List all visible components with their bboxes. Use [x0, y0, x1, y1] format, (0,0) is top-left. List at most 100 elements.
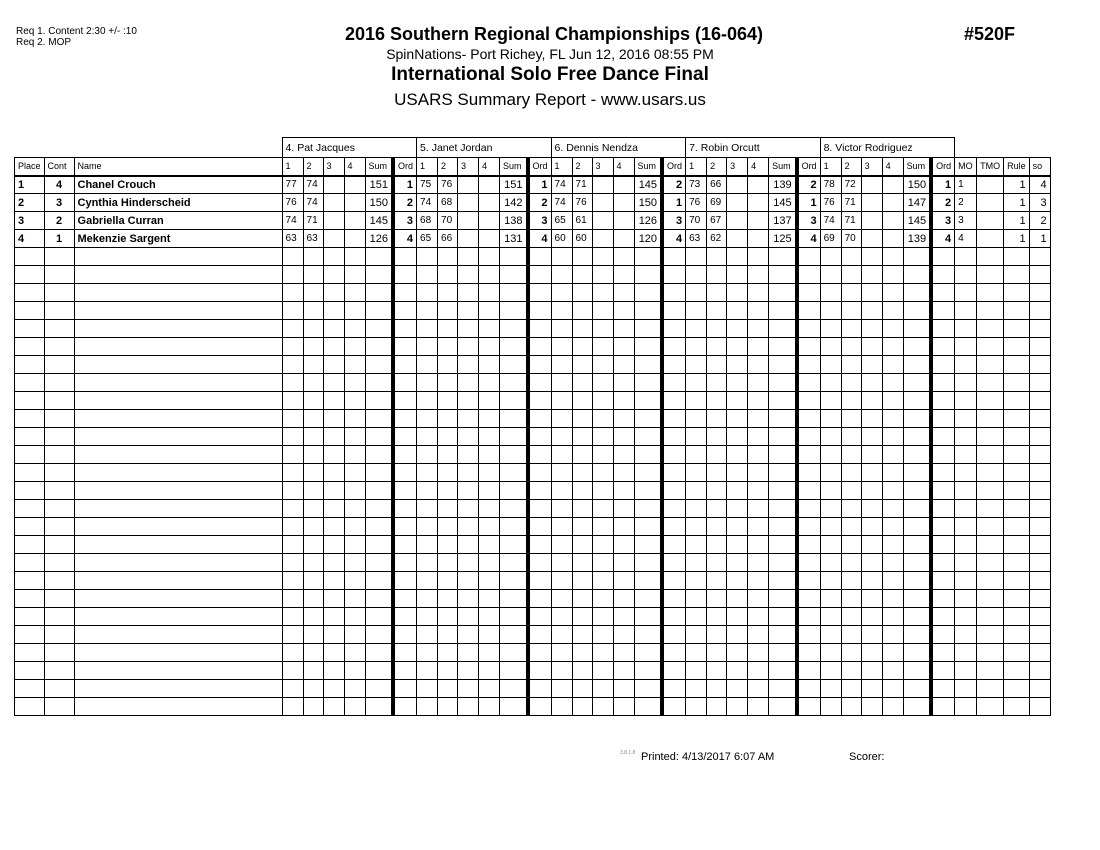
- score-4-cell: [747, 283, 770, 302]
- score-3-cell: [726, 571, 749, 590]
- score-1-cell: [819, 319, 842, 338]
- score-3-cell: [860, 175, 883, 194]
- score-4-cell: [343, 319, 366, 338]
- score-3-cell: [591, 607, 614, 626]
- score-2-cell: [302, 463, 324, 482]
- sum-cell: [902, 319, 932, 338]
- score-4-cell: [478, 661, 501, 680]
- sum-cell: [633, 355, 663, 374]
- score-1-cell: 74: [550, 175, 573, 194]
- score-1-cell: [416, 427, 439, 446]
- score-3-cell: [726, 679, 749, 698]
- score-4-cell: [612, 211, 635, 230]
- col-judge-ord: Ord: [525, 157, 552, 176]
- score-3-cell: [322, 193, 345, 212]
- score-4-cell: [881, 391, 904, 410]
- score-3-cell: [726, 625, 749, 644]
- sum-cell: [364, 445, 394, 464]
- tmo-cell: [976, 643, 1005, 662]
- score-3-cell: [322, 391, 345, 410]
- mo-cell: 4: [954, 229, 978, 248]
- sum-cell: [768, 445, 798, 464]
- score-3-cell: [726, 391, 749, 410]
- score-3-cell: [726, 607, 749, 626]
- place-cell: [14, 499, 45, 518]
- score-1-cell: 78: [819, 175, 842, 194]
- score-3-cell: [726, 535, 749, 554]
- col-judge-1: 1: [550, 157, 573, 176]
- ord-cell: [794, 679, 821, 698]
- score-3-cell: [726, 175, 749, 194]
- score-2-cell: [840, 589, 862, 608]
- score-2-cell: [437, 643, 459, 662]
- sum-cell: [902, 247, 932, 266]
- col-rule: Rule: [1003, 157, 1030, 176]
- score-2-cell: [840, 517, 862, 536]
- score-2-cell: [437, 373, 459, 392]
- score-4-cell: [478, 211, 501, 230]
- score-2-cell: [437, 625, 459, 644]
- score-4-cell: [343, 463, 366, 482]
- score-1-cell: [685, 553, 708, 572]
- score-4-cell: [747, 355, 770, 374]
- score-4-cell: [612, 643, 635, 662]
- score-3-cell: [591, 571, 614, 590]
- sum-cell: [499, 265, 529, 284]
- empty-row: [14, 679, 1051, 698]
- score-3-cell: [726, 247, 749, 266]
- score-3-cell: [591, 355, 614, 374]
- score-3-cell: [322, 463, 345, 482]
- score-3-cell: [322, 229, 345, 248]
- sum-cell: [364, 319, 394, 338]
- score-4-cell: [612, 301, 635, 320]
- score-2-cell: [571, 679, 593, 698]
- ord-cell: [794, 697, 821, 716]
- score-4-cell: [747, 373, 770, 392]
- summary-table: 4. Pat Jacques 5. Janet Jordan 6. Dennis N…: [14, 137, 1051, 716]
- score-1-cell: [416, 553, 439, 572]
- sum-cell: [768, 697, 798, 716]
- sum-cell: [902, 445, 932, 464]
- score-3-cell: [322, 607, 345, 626]
- score-4-cell: [881, 463, 904, 482]
- ord-cell: 4: [794, 229, 821, 248]
- tmo-cell: [976, 409, 1005, 428]
- score-3-cell: [591, 697, 614, 716]
- score-2-cell: [706, 697, 728, 716]
- sum-cell: [499, 355, 529, 374]
- score-2-cell: [706, 409, 728, 428]
- score-1-cell: 76: [819, 193, 842, 212]
- score-1-cell: [819, 697, 842, 716]
- score-4-cell: [747, 679, 770, 698]
- score-3-cell: [322, 175, 345, 194]
- score-4-cell: [343, 607, 366, 626]
- score-2-cell: [302, 535, 324, 554]
- ord-cell: [794, 589, 821, 608]
- col-judge-sum: Sum: [633, 157, 663, 176]
- ord-cell: 2: [525, 193, 552, 212]
- score-1-cell: [685, 499, 708, 518]
- score-1-cell: 74: [281, 211, 304, 230]
- rule-cell: [1003, 643, 1030, 662]
- score-2-cell: [302, 301, 324, 320]
- sum-cell: [499, 589, 529, 608]
- requirement-2: Req 2. MOP: [16, 37, 72, 48]
- score-4-cell: [881, 589, 904, 608]
- ord-cell: [391, 463, 418, 482]
- mo-cell: [954, 373, 978, 392]
- score-4-cell: [881, 697, 904, 716]
- score-4-cell: [612, 481, 635, 500]
- empty-row: [14, 337, 1051, 356]
- score-2-cell: [302, 661, 324, 680]
- mo-cell: [954, 319, 978, 338]
- ord-cell: [794, 373, 821, 392]
- score-1-cell: [550, 265, 573, 284]
- score-1-cell: [685, 589, 708, 608]
- score-2-cell: [706, 499, 728, 518]
- ord-cell: [525, 661, 552, 680]
- score-1-cell: [819, 427, 842, 446]
- score-1-cell: [550, 247, 573, 266]
- score-2-cell: [840, 391, 862, 410]
- ord-cell: [794, 391, 821, 410]
- ord-cell: [794, 427, 821, 446]
